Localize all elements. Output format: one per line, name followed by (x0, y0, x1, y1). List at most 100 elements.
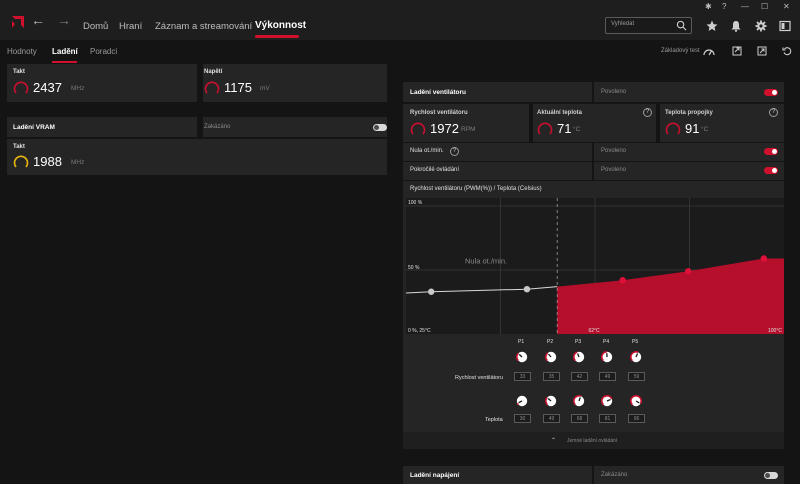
search-placeholder: Vyhledat (611, 21, 635, 27)
fine-control-bar[interactable]: ⌃ Jemné ladění ovládání (403, 432, 784, 449)
fan-tuning-header: Ladění ventilátoru Povoleno (403, 82, 784, 102)
clock-value: 2437 (33, 80, 62, 95)
temp-knob[interactable] (573, 395, 585, 407)
back-arrow-icon[interactable]: ← (31, 12, 45, 28)
voltage-unit: mV (260, 85, 270, 92)
minimize-icon[interactable]: — (741, 2, 749, 11)
reset-icon[interactable] (782, 46, 792, 56)
temp-input[interactable]: 49 (543, 414, 560, 423)
junction-temp-label: Teplota propojky (665, 110, 713, 116)
help-icon[interactable]: ? (722, 2, 727, 11)
speed-knob[interactable] (601, 351, 613, 363)
help-icon[interactable]: ? (450, 147, 459, 156)
nav-home[interactable]: Domů (83, 21, 109, 32)
clock-gauge-icon (13, 81, 29, 94)
nav-gaming[interactable]: Hraní (119, 21, 143, 32)
search-icon[interactable] (676, 20, 687, 31)
tab-advisors[interactable]: Poradci (90, 47, 118, 56)
close-icon[interactable]: ✕ (783, 2, 790, 11)
vram-clock-unit: MHz (71, 159, 85, 166)
fan-speed-gauge-icon (410, 122, 426, 135)
vram-clock-label: Takt (13, 144, 25, 150)
zero-rpm-state: Povoleno (601, 148, 627, 154)
nav-record-stream[interactable]: Záznam a streamování (155, 21, 253, 32)
vram-state: Zakázáno (204, 124, 231, 130)
power-title: Ladění napájení (410, 472, 460, 479)
curve-point[interactable] (619, 277, 626, 284)
temp-knob[interactable] (630, 395, 642, 407)
nav-performance[interactable]: Výkonnost (255, 20, 307, 31)
current-temp-unit: °C (573, 126, 581, 133)
speed-knob[interactable] (630, 351, 642, 363)
fan-curve-chart[interactable]: Nula ot./min. 100 % 50 % 0 %, 25°C 62°C … (406, 198, 784, 334)
temp-knob[interactable] (516, 395, 528, 407)
temp-knob[interactable] (545, 395, 557, 407)
divider (656, 104, 660, 142)
voltage-value: 1175 (224, 80, 252, 95)
advanced-control-toggle[interactable] (764, 167, 778, 174)
search-input[interactable]: Vyhledat (605, 17, 692, 34)
maximize-icon[interactable]: ☐ (761, 2, 769, 11)
point-label: P5 (632, 339, 639, 345)
amd-logo-icon[interactable] (11, 15, 25, 29)
y-tick-label: 100 % (408, 200, 423, 206)
divider (529, 104, 533, 142)
power-tuning-header: Ladění napájení Zakázáno (403, 466, 784, 484)
power-toggle[interactable] (764, 472, 778, 479)
temp-input[interactable]: 30 (514, 414, 531, 423)
divider (197, 64, 203, 102)
temp-input[interactable]: 68 (571, 414, 588, 423)
temp-input[interactable]: 96 (628, 414, 645, 423)
import-icon[interactable] (732, 46, 742, 56)
vram-clock-panel: Takt 1988 MHz (7, 139, 387, 175)
gpu-tuning-panel: Takt 2437 MHz Napětí 1175 mV (7, 64, 387, 102)
zero-rpm-toggle[interactable] (764, 148, 778, 155)
tab-metrics[interactable]: Hodnoty (7, 47, 37, 56)
curve-point[interactable] (523, 286, 531, 293)
point-label: P1 (518, 339, 525, 345)
speed-input[interactable]: 33 (514, 372, 531, 381)
junction-temp-value: 91 (685, 121, 700, 136)
curve-points[interactable] (428, 255, 768, 295)
speed-input[interactable]: 49 (599, 372, 616, 381)
voltage-gauge-icon (204, 81, 220, 94)
active-tab-indicator (255, 35, 299, 38)
current-temp-value: 71 (557, 121, 572, 136)
power-state: Zakázáno (601, 472, 628, 478)
junction-gauge-icon (665, 122, 681, 135)
clock-unit: MHz (71, 85, 85, 92)
speed-knob[interactable] (573, 351, 585, 363)
speed-input[interactable]: 42 (571, 372, 588, 381)
gear-icon[interactable] (755, 20, 767, 32)
fan-curve-line (406, 286, 558, 294)
speed-input[interactable]: 59 (628, 372, 645, 381)
advanced-control-label: Pokročilé ovládání (410, 167, 460, 173)
temp-input[interactable]: 81 (599, 414, 616, 423)
divider (197, 117, 203, 137)
curve-point-controls: Rychlost ventilátoru Teplota P1 33 30 P2 35 4… (403, 339, 784, 431)
help-icon[interactable]: ? (643, 108, 652, 117)
point-label: P3 (575, 339, 582, 345)
fan-speed-unit: RPM (461, 126, 476, 133)
curve-point[interactable] (760, 255, 768, 262)
bell-icon[interactable] (730, 20, 742, 32)
curve-point[interactable] (685, 268, 692, 275)
clock-label: Takt (13, 69, 25, 75)
export-icon[interactable] (757, 46, 767, 56)
star-icon[interactable] (706, 20, 718, 32)
layout-icon[interactable] (779, 20, 791, 32)
fan-toggle[interactable] (764, 89, 778, 96)
vram-toggle[interactable] (373, 124, 387, 131)
speed-input[interactable]: 35 (543, 372, 560, 381)
y-tick-label: 0 %, 25°C (408, 328, 431, 334)
temp-knob[interactable] (601, 395, 613, 407)
advanced-control-state: Povoleno (601, 167, 627, 173)
speed-knob[interactable] (516, 351, 528, 363)
curve-point[interactable] (428, 288, 435, 295)
tab-tuning[interactable]: Ladění (52, 47, 78, 56)
speed-knob[interactable] (545, 351, 557, 363)
bug-report-icon[interactable]: ✱ (705, 2, 712, 11)
forward-arrow-icon[interactable]: → (57, 12, 71, 28)
gauge-icon[interactable] (703, 47, 715, 56)
help-icon[interactable]: ? (769, 108, 778, 117)
